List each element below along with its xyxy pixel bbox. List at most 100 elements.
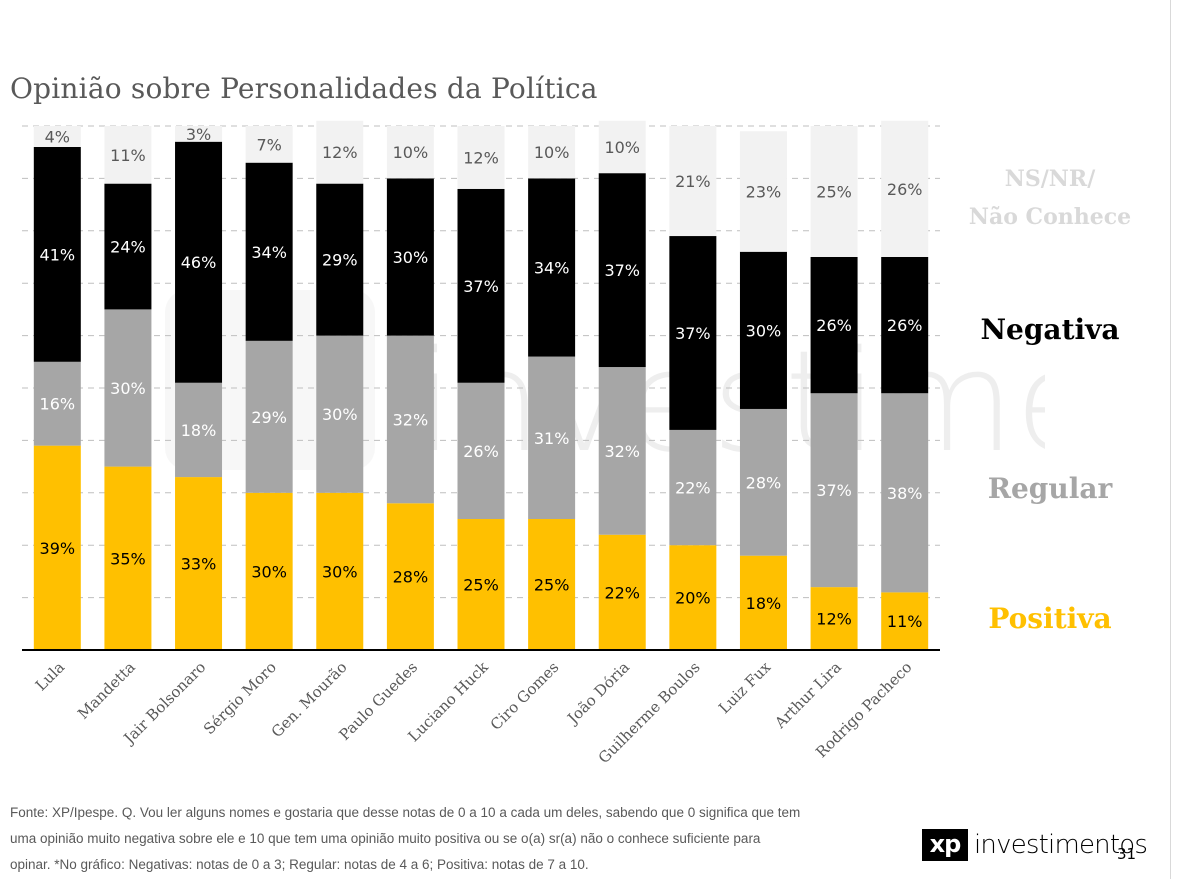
page-title: Opinião sobre Personalidades da Política: [10, 72, 598, 105]
bar-segment: [386, 335, 434, 504]
bar-segment: [386, 126, 434, 179]
data-label: 38%: [887, 484, 923, 503]
data-label: 10%: [393, 143, 429, 162]
bar-segment: [33, 445, 81, 650]
stacked-bar-chart: 39% 16% 41% 4% Lula 35% 30% 24% 11% Mandetta 33% 18…: [22, 120, 940, 767]
bar-group: 35% 30% 24% 11%: [104, 126, 152, 650]
category-label: Lula: [32, 658, 68, 694]
legend-nsnr-line1: NS/NR/: [1004, 166, 1096, 192]
bar-segment: [104, 466, 152, 650]
bar-segment: [669, 236, 717, 430]
footnote: Fonte: XP/Ipespe. Q. Vou ler alguns nome…: [10, 800, 910, 878]
bar-segment: [528, 356, 576, 519]
data-label: 30%: [110, 379, 146, 398]
bar-segment: [245, 162, 293, 341]
legend-regular: Regular: [987, 472, 1113, 505]
legend-negativa: Negativa: [980, 313, 1120, 346]
bar-segment: [386, 503, 434, 650]
data-label: 10%: [534, 143, 570, 162]
bar-segment: [175, 382, 223, 478]
data-label: 28%: [393, 568, 429, 587]
data-label: 11%: [110, 146, 146, 165]
bar-segment: [386, 178, 434, 336]
bar-segment: [316, 120, 364, 184]
bar-segment: [598, 367, 646, 535]
data-label: 24%: [110, 238, 146, 257]
category-label: Sérgio Moro: [200, 658, 280, 738]
bar-group: 11% 38% 26% 26%: [881, 120, 929, 650]
category-label: Luiz Fux: [715, 658, 775, 718]
data-label: 33%: [181, 555, 217, 574]
data-label: 3%: [186, 125, 211, 144]
legend-nsnr: NS/NR/ Não Conhece: [950, 160, 1150, 236]
bar-segment: [457, 188, 505, 383]
bar-segment: [528, 519, 576, 650]
bar-segment: [669, 126, 717, 237]
data-label: 12%: [322, 143, 358, 162]
bar-segment: [457, 382, 505, 519]
bar-group: 30% 30% 29% 12%: [316, 120, 364, 650]
data-label: 30%: [746, 321, 782, 340]
data-label: 26%: [887, 316, 923, 335]
bar-group: 18% 28% 30% 23%: [739, 131, 787, 650]
bar-segment: [245, 492, 293, 650]
bar-segment: [810, 587, 858, 650]
data-label: 4%: [45, 127, 70, 146]
data-label: 29%: [322, 251, 358, 270]
footnote-line-2: uma opinião muito negativa sobre ele e 1…: [10, 831, 761, 846]
bar-segment: [245, 126, 293, 163]
data-label: 25%: [816, 183, 852, 202]
brand-logo: xp investimentos: [922, 826, 1152, 866]
bar-segment: [598, 534, 646, 650]
data-label: 30%: [251, 562, 287, 581]
data-label: 26%: [816, 316, 852, 335]
bar-segment: [457, 126, 505, 189]
data-label: 26%: [887, 180, 923, 199]
data-label: 28%: [746, 473, 782, 492]
bar-segment: [810, 393, 858, 588]
data-label: 34%: [534, 258, 570, 277]
bar-segment: [316, 335, 364, 493]
bar-segment: [528, 178, 576, 357]
bar-segment: [104, 183, 152, 310]
bar-segment: [739, 555, 787, 650]
bar-segment: [881, 257, 929, 394]
data-label: 12%: [816, 610, 852, 629]
data-label: 22%: [675, 479, 711, 498]
data-label: 37%: [604, 261, 640, 280]
bar-segment: [669, 429, 717, 546]
bar-segment: [528, 126, 576, 179]
bar-segment: [245, 340, 293, 493]
data-label: 11%: [887, 612, 923, 631]
category-label: Arthur Lira: [771, 658, 845, 732]
data-label: 12%: [463, 148, 499, 167]
bar-segment: [881, 592, 929, 650]
bar-segment: [810, 257, 858, 394]
bar-segment: [598, 120, 646, 174]
bar-segment: [33, 146, 81, 362]
data-label: 41%: [40, 245, 76, 264]
bar-group: 33% 18% 46% 3%: [175, 125, 223, 650]
bar-segment: [739, 408, 787, 556]
data-label: 32%: [604, 442, 640, 461]
data-label: 37%: [463, 277, 499, 296]
data-label: 31%: [534, 429, 570, 448]
page-right-border: [1170, 0, 1180, 879]
bar-group: 22% 32% 37% 10%: [598, 120, 646, 650]
category-label: Mandetta: [74, 658, 139, 723]
bar-segment: [33, 126, 81, 147]
bar-segment: [881, 120, 929, 257]
data-label: 20%: [675, 589, 711, 608]
data-label: 39%: [40, 539, 76, 558]
footnote-line-1: Fonte: XP/Ipespe. Q. Vou ler alguns nome…: [10, 805, 801, 820]
bar-group: 30% 29% 34% 7%: [245, 126, 293, 650]
data-label: 25%: [463, 576, 499, 595]
bar-segment: [175, 477, 223, 650]
bar-group: 25% 31% 34% 10%: [528, 126, 576, 650]
bar-segment: [739, 251, 787, 409]
xp-logo-mark: xp: [922, 829, 968, 861]
data-label: 37%: [816, 481, 852, 500]
data-label: 7%: [256, 135, 281, 154]
bar-group: 20% 22% 37% 21%: [669, 126, 717, 650]
data-label: 34%: [251, 243, 287, 262]
